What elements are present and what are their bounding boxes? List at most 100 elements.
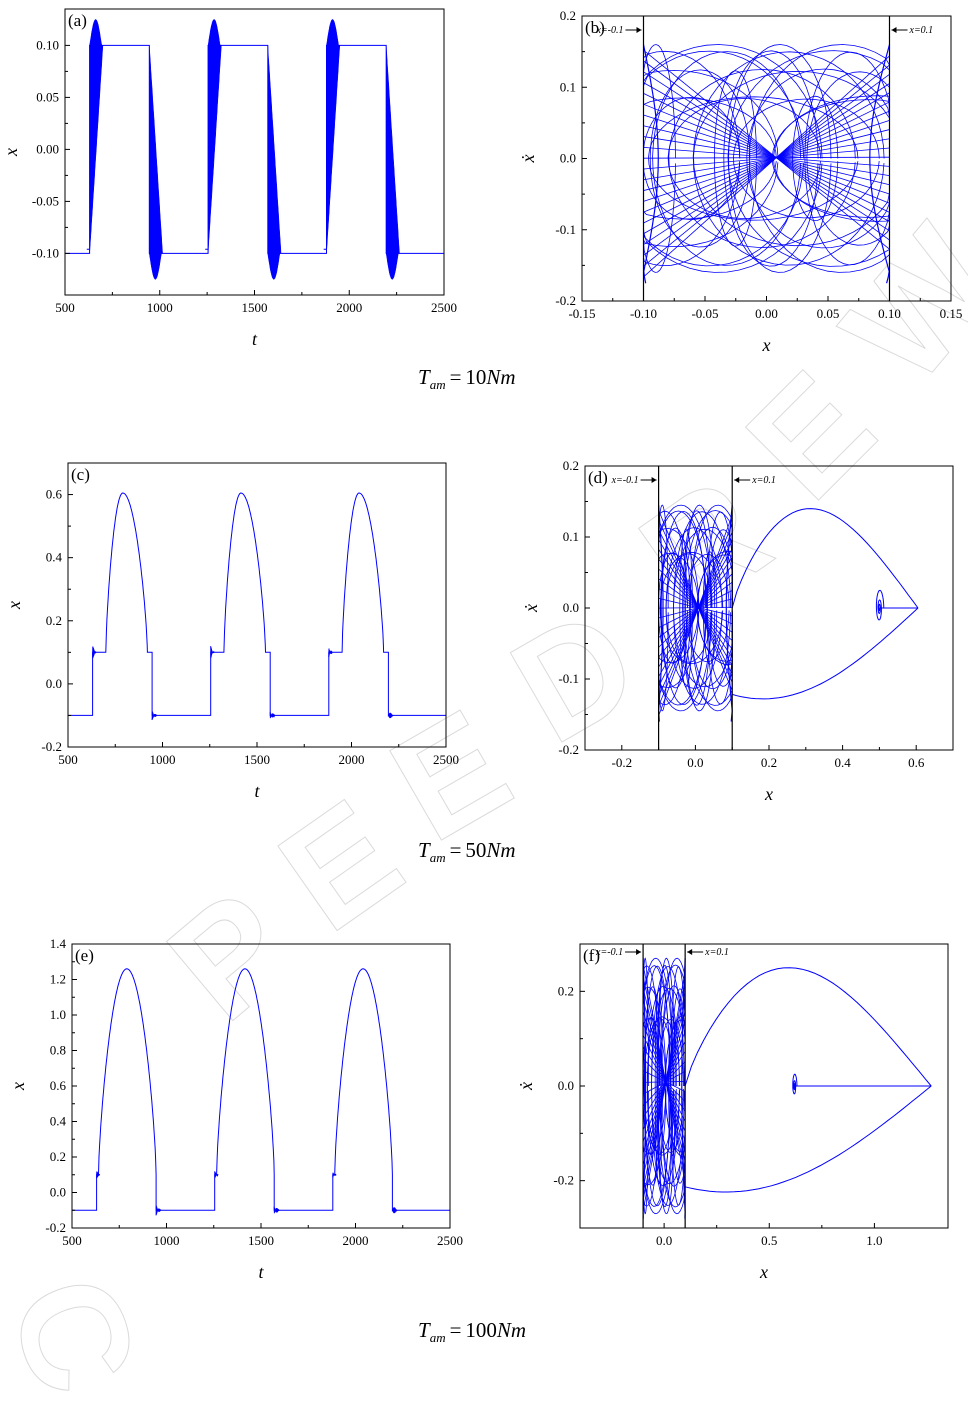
row-caption-2: Tam = 50Nm — [418, 838, 516, 866]
trajectory-loop — [652, 51, 802, 266]
y-tick-label: 0.00 — [36, 141, 59, 156]
boundary-label: x=0.1 — [909, 25, 934, 36]
trajectory-segment — [643, 125, 890, 186]
y-axis-label: ẋ — [518, 155, 538, 164]
oscillation-band-up — [89, 19, 104, 254]
wall-band — [681, 958, 686, 1219]
panel-a: 500 1000 1500 2000 2500 -0.10 -0.05 0.00 0.05 0.1… — [1, 8, 457, 349]
x-axis-label: x — [764, 784, 773, 804]
y-tick-label: 0.0 — [560, 151, 576, 166]
panel-f: x=-0.1 x=0.1 0.0 0.5 1.0 -0.2 0.0 0.2 x ẋ (f) — [516, 943, 949, 1282]
plot-frame — [67, 462, 447, 748]
trajectory-segment — [658, 588, 733, 625]
trajectory-loop — [723, 50, 819, 267]
trajectory-segment — [658, 568, 733, 641]
trajectory-segment — [658, 573, 733, 648]
trajectory-segment — [658, 581, 733, 638]
panel-label: (e) — [75, 946, 94, 965]
trajectory-loop — [707, 529, 733, 687]
boundary-arrowhead — [651, 477, 657, 483]
data-layer — [65, 19, 444, 280]
x-tick-label: 1500 — [244, 752, 270, 767]
x-tick-label: 1000 — [154, 1233, 180, 1248]
x-tick-label: 2000 — [343, 1233, 369, 1248]
trajectory-loop — [667, 98, 821, 219]
trajectory-segment — [658, 558, 733, 650]
x-tick-label: 1.0 — [866, 1233, 882, 1248]
plot-frame — [71, 943, 451, 1229]
damped-ringing — [328, 648, 333, 658]
trajectory-segment — [643, 49, 890, 250]
boundary-arrowhead — [636, 949, 642, 955]
trajectory-segment — [643, 136, 890, 176]
x-tick-label: 0.5 — [761, 1233, 777, 1248]
x-tick-label: 1500 — [248, 1233, 274, 1248]
row-caption-1: Tam = 10Nm — [418, 365, 516, 393]
y-tick-label: 0.4 — [50, 1114, 67, 1129]
y-tick-label: 0.2 — [560, 8, 576, 23]
y-tick-label: 0.0 — [46, 676, 62, 691]
trajectory-segment — [642, 1070, 686, 1092]
x-tick-label: -0.15 — [568, 306, 595, 321]
x-tick-label: 2000 — [336, 300, 362, 315]
boundary-label: x=-0.1 — [611, 475, 639, 486]
x-tick-label: 0.0 — [687, 755, 703, 770]
y-tick-label: 1.4 — [50, 936, 67, 951]
trajectory-segment — [658, 598, 733, 619]
y-tick-label: 0.2 — [563, 458, 579, 473]
trajectory-segment — [643, 55, 890, 278]
trajectory-loop — [651, 987, 686, 1185]
x-tick-label: 0.2 — [761, 755, 777, 770]
trajectory-segment — [642, 1061, 686, 1107]
trajectory-segment — [643, 138, 890, 181]
y-tick-label: -0.2 — [41, 739, 62, 754]
data-layer — [642, 44, 891, 284]
trajectory-segment — [643, 82, 890, 222]
wall-band — [642, 44, 659, 284]
x-tick-label: 2500 — [437, 1233, 463, 1248]
trajectory-segment — [642, 1041, 686, 1130]
x-tick-label: 500 — [55, 300, 75, 315]
spiral — [792, 1073, 798, 1095]
series-line — [68, 492, 446, 716]
x-axis-label: t — [258, 1262, 264, 1282]
trajectory-segment — [643, 64, 890, 267]
trajectory-segment — [658, 578, 733, 633]
y-tick-label: -0.1 — [558, 671, 579, 686]
y-tick-label: -0.05 — [32, 193, 59, 208]
trajectory-segment — [643, 119, 890, 202]
trajectory-segment — [643, 92, 890, 235]
x-tick-label: 1500 — [242, 300, 268, 315]
trajectory-segment — [643, 1081, 686, 1083]
x-tick-label: 0.15 — [940, 306, 963, 321]
y-tick-label: -0.1 — [555, 222, 576, 237]
data-layer — [657, 504, 919, 722]
trajectory-segment — [642, 1058, 686, 1102]
y-tick-label: 0.6 — [46, 487, 63, 502]
y-tick-label: 0.10 — [36, 37, 59, 52]
wall-band — [642, 958, 647, 1219]
panel-b: x=-0.1 x=0.1 -0.15 -0.10 -0.05 0.00 0.05 0.10 0.… — [518, 8, 962, 355]
boundary-arrowhead — [734, 477, 740, 483]
x-tick-label: 2500 — [433, 752, 459, 767]
boundary-label: x=-0.1 — [595, 947, 623, 958]
x-tick-label: 0.00 — [755, 306, 778, 321]
trajectory-segment — [642, 1071, 686, 1095]
y-tick-label: 0.2 — [50, 1149, 66, 1164]
damped-ringing — [332, 1172, 337, 1178]
y-axis-label: ẋ — [516, 1082, 536, 1091]
wall-band — [657, 505, 664, 722]
panel-label: (b) — [585, 18, 605, 37]
panel-c: 500 1000 1500 2000 2500 -0.2 0.0 0.2 0.4 0.6 t x (c) — [4, 462, 459, 801]
escape-trajectory — [684, 967, 932, 1087]
y-tick-label: 0.8 — [50, 1043, 66, 1058]
trajectory-segment — [658, 510, 733, 691]
trajectory-loop — [682, 510, 712, 706]
series-line — [72, 968, 450, 1211]
trajectory-loop — [665, 527, 723, 689]
x-axis-label: x — [759, 1262, 768, 1282]
trajectory-loop — [668, 69, 856, 248]
x-tick-label: 1000 — [150, 752, 176, 767]
y-tick-label: -0.2 — [558, 742, 579, 757]
x-tick-label: 0.10 — [878, 306, 901, 321]
